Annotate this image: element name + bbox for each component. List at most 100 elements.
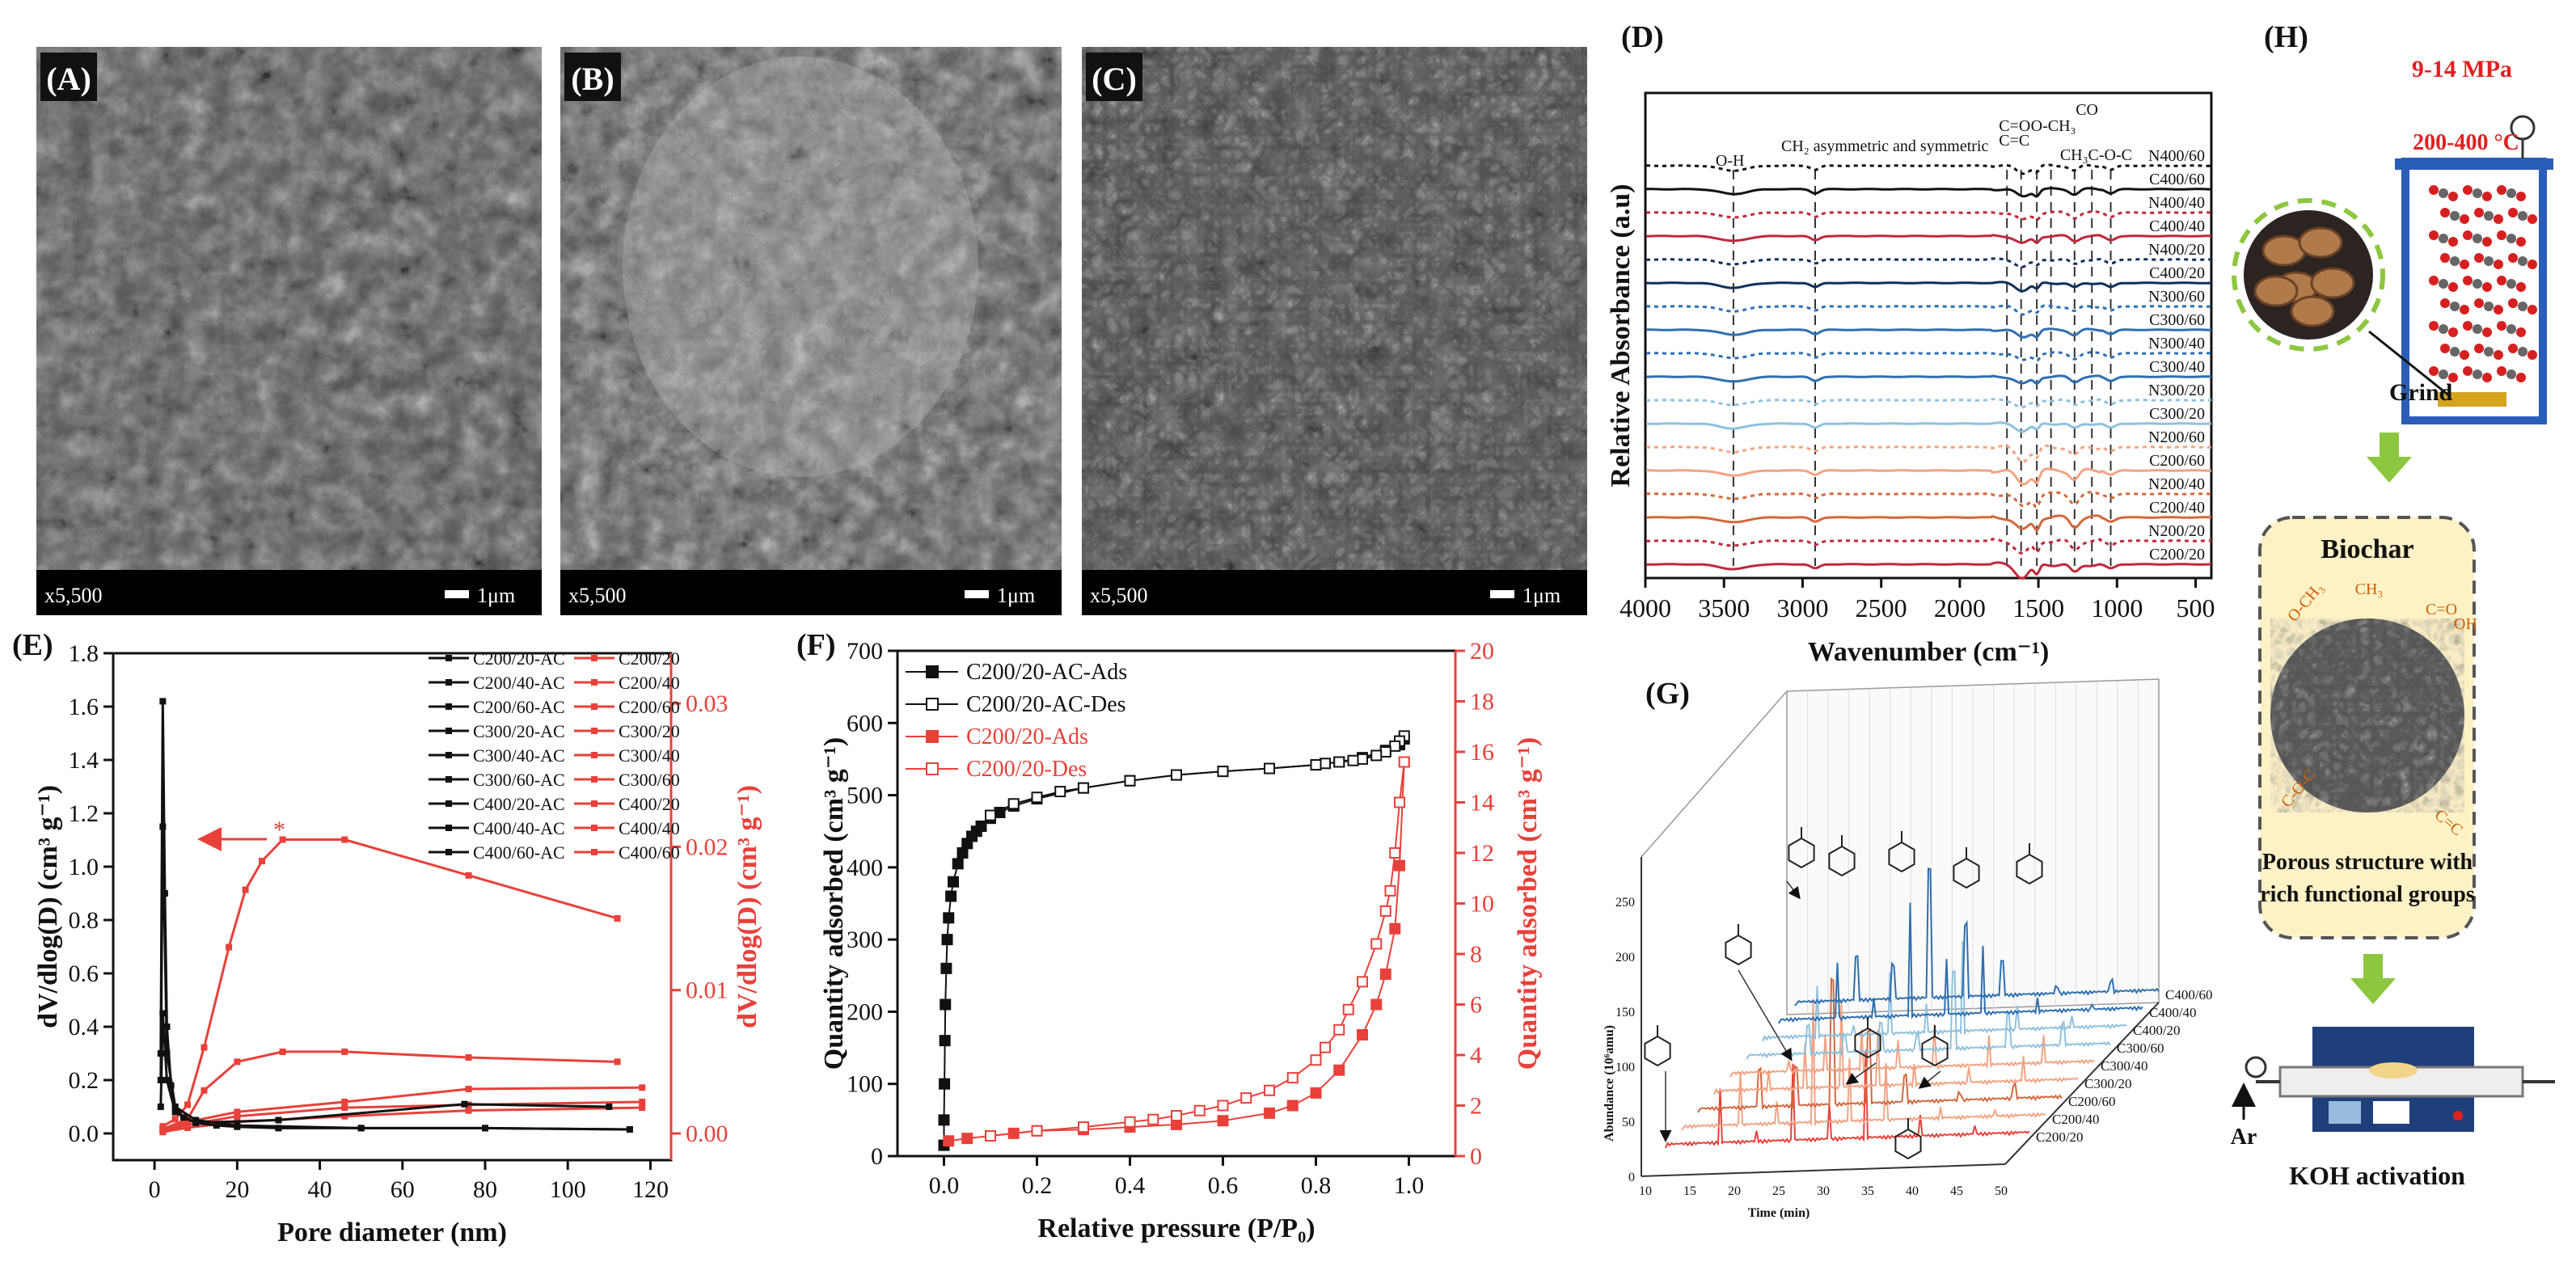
pore-series-C200/20-AC-point	[213, 1122, 220, 1129]
ftir-series-N400/20	[1646, 257, 2211, 268]
ftir-series-N200/60	[1646, 444, 2211, 463]
pore-y-tick-label: 0.8	[69, 907, 99, 934]
isotherm-point-C200/20-Ads	[1379, 969, 1391, 980]
co2-oxygen	[2497, 321, 2506, 331]
isotherm-point-C200/20-Des	[1320, 1041, 1331, 1053]
pore-series-C400/20-AC-point	[275, 1116, 282, 1124]
co2-oxygen	[2508, 344, 2518, 353]
panel-label-e: (E)	[12, 628, 53, 662]
sem-panel-label: (A)	[46, 61, 91, 97]
pore-y2-tick-label: 0.00	[686, 1121, 728, 1147]
co2-oxygen	[2460, 350, 2469, 360]
co2-oxygen	[2474, 253, 2484, 263]
isotherm-point-C200/20-AC-Des	[1310, 759, 1322, 771]
gcms-series-label: C300/40	[2101, 1058, 2148, 1074]
pore-series-C300/20-AC-point	[357, 1125, 365, 1132]
gcms-x-tick-label: 40	[1906, 1184, 1919, 1198]
pore-series-C200/60-point	[234, 1108, 241, 1116]
biochar-title: Biochar	[2321, 534, 2413, 564]
pore-y-tick-label: 0.6	[69, 960, 99, 987]
pore-series-C200/20-point	[201, 1044, 208, 1051]
co2-oxygen	[2448, 282, 2458, 292]
ftir-series-label: C300/40	[2149, 358, 2205, 376]
sem-panel-b	[560, 47, 1062, 580]
pore-series-C200/20-AC-point	[275, 1125, 282, 1132]
co2-oxygen	[2448, 327, 2458, 337]
pore-legend-marker	[591, 679, 598, 686]
pore-series-C400/60-point	[184, 1124, 191, 1131]
pore-legend-marker	[446, 849, 452, 855]
gcms-trace-C300/40	[1729, 1024, 2095, 1078]
ftir-band-label: CH₃	[2060, 146, 2088, 164]
gcms-y-tick-label: 250	[1615, 896, 1635, 910]
isotherm-point-C200/20-Des	[1384, 884, 1396, 897]
ftir-x-tick-label: 3500	[1698, 593, 1750, 623]
isotherm-point-C200/20-AC-Des	[1171, 769, 1182, 781]
pore-legend-item: C300/20-AC	[473, 721, 565, 741]
pore-legend-marker	[446, 679, 452, 686]
isotherm-point-C200/20-Ads	[943, 1135, 955, 1147]
co2-oxygen	[2460, 214, 2469, 224]
isotherm-point-C200/20-Des	[985, 1130, 996, 1142]
co2-oxygen	[2497, 276, 2506, 285]
ftir-series-label: N300/40	[2148, 335, 2205, 352]
pore-series-C200/20-point	[279, 836, 286, 843]
co2-oxygen	[2448, 373, 2458, 382]
co2-carbon	[2439, 369, 2448, 379]
co2-carbon	[2439, 279, 2448, 289]
isotherm-point-C200/20-Des	[1264, 1084, 1275, 1096]
isotherm-y2-tick-label: 10	[1470, 891, 1494, 918]
gcms-series-label: C400/20	[2133, 1023, 2181, 1038]
ftir-series-C400/60	[1646, 187, 2212, 198]
pore-series-C200/20-point	[226, 943, 233, 951]
sem-label-bg	[1086, 53, 1142, 101]
co2-oxygen	[2497, 366, 2506, 376]
gcms-series-label: C200/20	[2036, 1129, 2084, 1145]
gcms-x-axis-label: Time (min)	[1748, 1206, 1810, 1220]
pore-legend-marker	[591, 825, 598, 831]
ftir-series-label: N300/20	[2148, 382, 2205, 399]
sem-magnification: x5,500	[1090, 584, 1148, 607]
ftir-band-label: C-O-C	[2088, 146, 2132, 164]
pore-legend-item: C400/40	[619, 818, 680, 838]
pore-series-C200/60-point	[639, 1084, 646, 1091]
pore-legend-item: C400/20	[619, 794, 680, 814]
isotherm-y2-tick-label: 6	[1470, 992, 1482, 1019]
co2-carbon	[2506, 324, 2516, 334]
ftir-series-C300/60	[1646, 327, 2211, 339]
pore-legend-marker	[591, 849, 598, 855]
isotherm-y2-tick-label: 14	[1470, 790, 1494, 817]
ftir-chart: (D) 4000 3500 3000 2500 2000 1500 1000 500 Wavenu…	[1606, 20, 2215, 667]
ftir-series-C200/60	[1646, 467, 2211, 486]
pore-legend-item: C200/20-AC	[473, 648, 565, 669]
grind-label: Grind	[2389, 379, 2453, 406]
co2-oxygen	[2482, 373, 2492, 382]
isotherm-y2-tick-label: 0	[1470, 1143, 1482, 1170]
gcms-x-tick-label: 20	[1728, 1184, 1741, 1198]
isotherm-point-C200/20-AC-Des	[1031, 791, 1043, 804]
ftir-series-label: C200/60	[2149, 452, 2205, 470]
co2-oxygen	[2494, 214, 2503, 224]
pore-legend-item: C300/60	[619, 770, 680, 790]
pore-y-tick-label: 1.0	[69, 854, 99, 880]
gcms-y-tick-label: 200	[1615, 951, 1635, 964]
isotherm-point-C200/20-Des	[1357, 976, 1368, 988]
gcms-molecule-icon	[1788, 837, 1815, 869]
co2-carbon	[2473, 234, 2482, 243]
isotherm-y2-tick-label: 20	[1470, 638, 1494, 665]
isotherm-point-C200/20-AC-Des	[1054, 786, 1066, 798]
ftir-band-label: C=O	[1999, 117, 2030, 135]
gcms-trace-C200/20	[1665, 1050, 2030, 1149]
isotherm-point-C200/20-Des	[1124, 1116, 1136, 1128]
panel-label-g: (G)	[1645, 677, 1690, 711]
biomass-layer	[2438, 392, 2506, 407]
co2-oxygen	[2440, 253, 2450, 263]
isotherm-point-C200/20-AC-Ads	[939, 1078, 951, 1090]
ftir-x-tick-label: 3000	[1776, 593, 1828, 623]
pore-legend-marker	[591, 752, 598, 758]
furnace-panel	[2373, 1101, 2409, 1124]
co2-oxygen	[2494, 260, 2503, 269]
isotherm-point-C200/20-AC-Des	[1357, 753, 1368, 765]
isotherm-y-tick-label: 500	[847, 783, 883, 809]
co2-oxygen	[2463, 321, 2473, 331]
